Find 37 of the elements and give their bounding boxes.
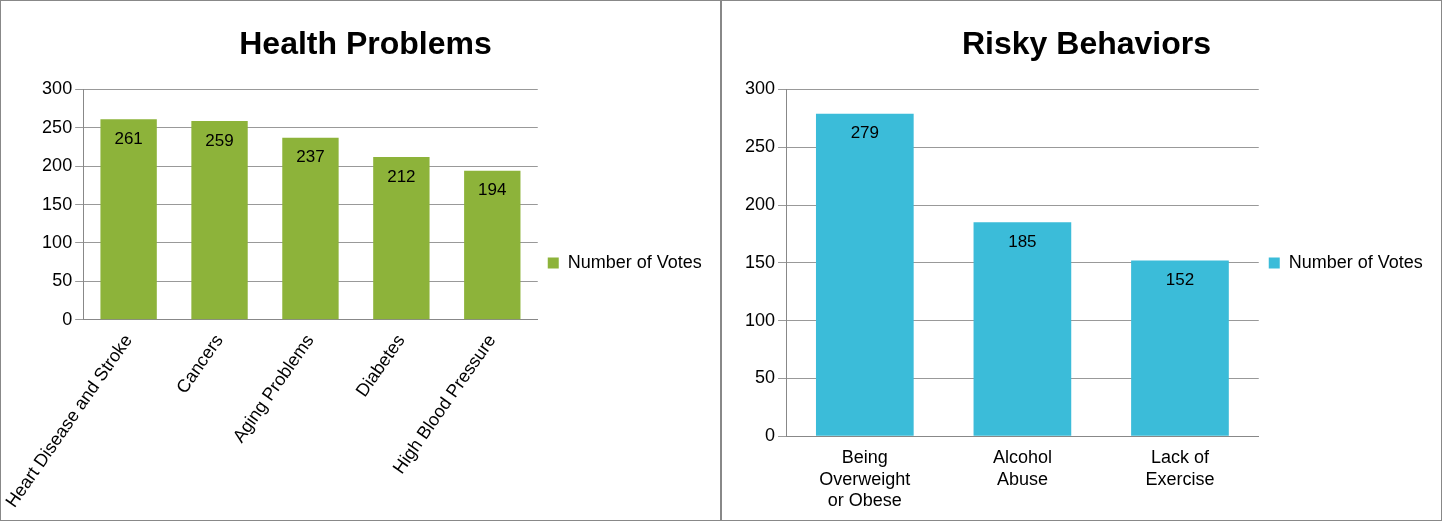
bar bbox=[100, 119, 157, 320]
y-tick-label: 150 bbox=[744, 251, 776, 272]
data-label: 194 bbox=[478, 180, 507, 200]
y-tick-label: 0 bbox=[62, 308, 73, 329]
y-tick-label: 200 bbox=[42, 155, 73, 176]
y-tick-label: 0 bbox=[765, 425, 776, 446]
data-label: 261 bbox=[114, 129, 143, 149]
bar bbox=[815, 113, 914, 436]
data-label: 237 bbox=[296, 147, 325, 167]
legend-label: Number of Votes bbox=[1288, 251, 1423, 272]
y-tick-label: 150 bbox=[42, 193, 73, 214]
bar bbox=[282, 137, 339, 320]
data-label: 185 bbox=[1008, 232, 1037, 252]
y-tick-label: 200 bbox=[744, 193, 776, 214]
x-tick-label: Alcohol Abuse bbox=[992, 446, 1052, 489]
y-tick-label: 250 bbox=[42, 116, 73, 137]
bar bbox=[373, 156, 430, 320]
chart-title: Health Problems bbox=[239, 25, 492, 62]
y-tick-label: 100 bbox=[744, 309, 776, 330]
x-tick-label: Being Overweight or Obese bbox=[819, 446, 911, 511]
x-tick-label: Lack of Exercise bbox=[1145, 446, 1215, 489]
data-label: 259 bbox=[205, 130, 234, 150]
bar bbox=[464, 170, 521, 320]
y-tick-label: 100 bbox=[42, 231, 73, 252]
data-label: 152 bbox=[1165, 270, 1195, 290]
y-tick-label: 50 bbox=[52, 270, 73, 291]
data-label: 212 bbox=[387, 166, 416, 186]
bar bbox=[973, 222, 1072, 436]
y-tick-label: 250 bbox=[744, 136, 776, 157]
y-tick-label: 300 bbox=[744, 78, 776, 99]
data-label: 279 bbox=[850, 123, 880, 143]
legend-label: Number of Votes bbox=[567, 251, 702, 272]
chart-title: Risky Behaviors bbox=[961, 25, 1212, 62]
y-tick-label: 300 bbox=[42, 78, 73, 99]
y-tick-label: 50 bbox=[755, 367, 776, 388]
bar bbox=[191, 120, 248, 320]
bar bbox=[1131, 260, 1229, 436]
